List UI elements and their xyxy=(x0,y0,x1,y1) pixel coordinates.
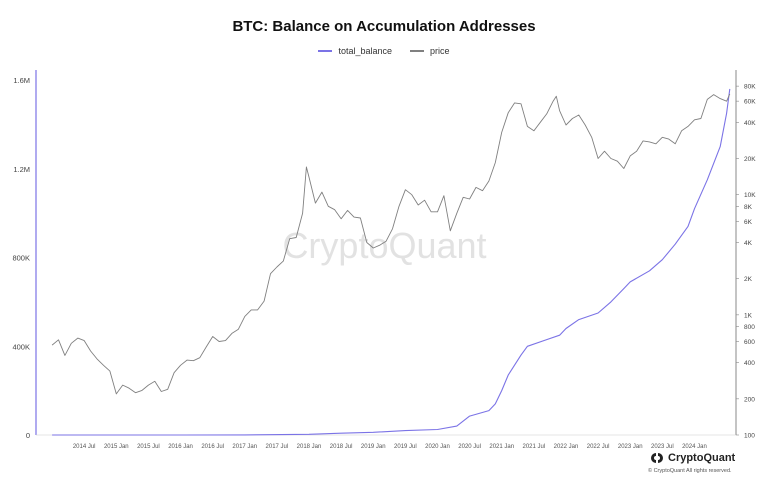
right-tick-label: 60K xyxy=(744,99,756,106)
right-tick-label: 10K xyxy=(744,192,756,199)
right-tick-label: 40K xyxy=(744,120,756,127)
x-tick-label: 2016 Jan xyxy=(168,444,193,450)
right-tick-label: 1K xyxy=(744,312,753,319)
x-tick-label: 2023 Jan xyxy=(618,444,643,450)
right-tick-label: 600 xyxy=(744,339,755,346)
series-line-price xyxy=(51,93,731,395)
left-tick-label: 0 xyxy=(26,431,30,440)
x-tick-label: 2015 Jul xyxy=(137,444,160,450)
x-tick-label: 2020 Jan xyxy=(425,444,450,450)
x-tick-label: 2020 Jul xyxy=(458,444,481,450)
legend-swatch-price xyxy=(410,50,425,52)
right-tick-label: 8K xyxy=(744,204,753,211)
x-tick-label: 2015 Jan xyxy=(104,444,129,450)
right-tick-label: 80K xyxy=(744,84,756,91)
legend-item-total-balance[interactable]: total_balance xyxy=(318,46,392,56)
x-tick-label: 2019 Jul xyxy=(394,444,417,450)
x-tick-label: 2014 Jul xyxy=(73,444,96,450)
x-tick-label: 2016 Jul xyxy=(201,444,224,450)
x-tick-label: 2021 Jul xyxy=(523,444,546,450)
x-tick-label: 2018 Jul xyxy=(330,444,353,450)
legend-item-price[interactable]: price xyxy=(410,46,450,56)
left-tick-label: 1.2M xyxy=(13,165,30,174)
x-tick-label: 2024 Jan xyxy=(682,444,707,450)
brand-name: CryptoQuant xyxy=(668,452,736,464)
chart-title: BTC: Balance on Accumulation Addresses xyxy=(232,18,536,35)
chart-legend: total_balance price xyxy=(0,46,768,56)
brand: CryptoQuant xyxy=(650,452,735,464)
right-tick-label: 100 xyxy=(744,433,755,440)
copyright: © CryptoQuant All rights reserved. xyxy=(648,468,732,474)
right-tick-label: 400 xyxy=(744,360,755,367)
x-tick-label: 2017 Jul xyxy=(266,444,289,450)
right-tick-label: 2K xyxy=(744,276,753,283)
x-tick-label: 2018 Jan xyxy=(297,444,322,450)
series-line-total-balance xyxy=(52,88,731,436)
watermark-text: CryptoQuant xyxy=(282,225,486,266)
right-tick-label: 20K xyxy=(744,156,756,163)
right-tick-label: 200 xyxy=(744,396,755,403)
right-tick-label: 6K xyxy=(744,219,753,226)
x-tick-label: 2023 Jul xyxy=(651,444,674,450)
left-tick-label: 1.6M xyxy=(13,76,30,85)
x-tick-label: 2021 Jan xyxy=(489,444,514,450)
x-tick-label: 2019 Jan xyxy=(361,444,386,450)
left-tick-label: 800K xyxy=(12,254,30,263)
x-tick-label: 2022 Jan xyxy=(554,444,579,450)
x-tick-label: 2017 Jan xyxy=(232,444,257,450)
right-tick-label: 4K xyxy=(744,240,753,247)
x-tick-label: 2022 Jul xyxy=(587,444,610,450)
legend-label-total-balance: total_balance xyxy=(338,46,393,56)
right-tick-label: 800 xyxy=(744,324,755,331)
legend-swatch-total-balance xyxy=(318,50,333,52)
legend-label-price: price xyxy=(430,46,450,56)
cryptoquant-logo-icon xyxy=(651,453,663,463)
left-tick-label: 400K xyxy=(12,342,30,351)
